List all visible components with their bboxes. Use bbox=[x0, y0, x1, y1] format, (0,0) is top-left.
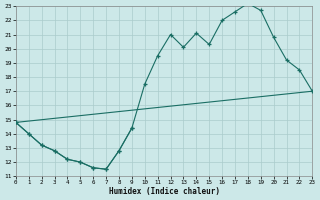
X-axis label: Humidex (Indice chaleur): Humidex (Indice chaleur) bbox=[108, 187, 220, 196]
